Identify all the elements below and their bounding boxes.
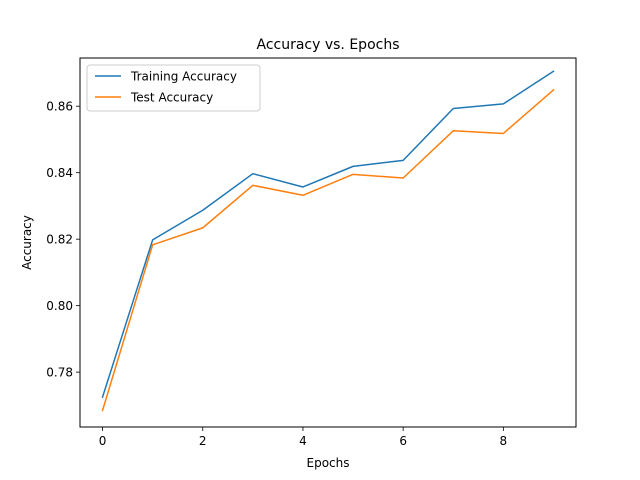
x-axis-label: Epochs [307,456,350,470]
legend-label-training: Training Accuracy [130,70,237,84]
y-tick-label: 0.82 [46,233,73,247]
legend-box [86,64,261,112]
x-tick-label: 0 [99,434,107,448]
y-tick-label: 0.86 [46,100,73,114]
legend: Training Accuracy Test Accuracy [86,64,261,112]
x-tick-label: 4 [299,434,307,448]
legend-label-test: Test Accuracy [130,91,213,105]
x-tick-label: 2 [199,434,207,448]
x-axis-ticks: 0 2 4 6 8 [99,427,507,448]
series-line-1 [101,88,555,412]
chart-title: Accuracy vs. Epochs [256,37,399,53]
x-tick-label: 6 [399,434,407,448]
x-tick-label: 8 [500,434,508,448]
y-tick-label: 0.84 [46,166,73,180]
y-tick-label: 0.78 [46,366,73,380]
plot-frame [79,57,577,428]
y-axis-ticks: 0.78 0.80 0.82 0.84 0.86 [46,100,80,380]
y-axis-label: Accuracy [20,215,34,270]
series-line-0 [101,70,555,399]
series-lines [101,70,555,412]
y-tick-label: 0.80 [46,299,73,313]
